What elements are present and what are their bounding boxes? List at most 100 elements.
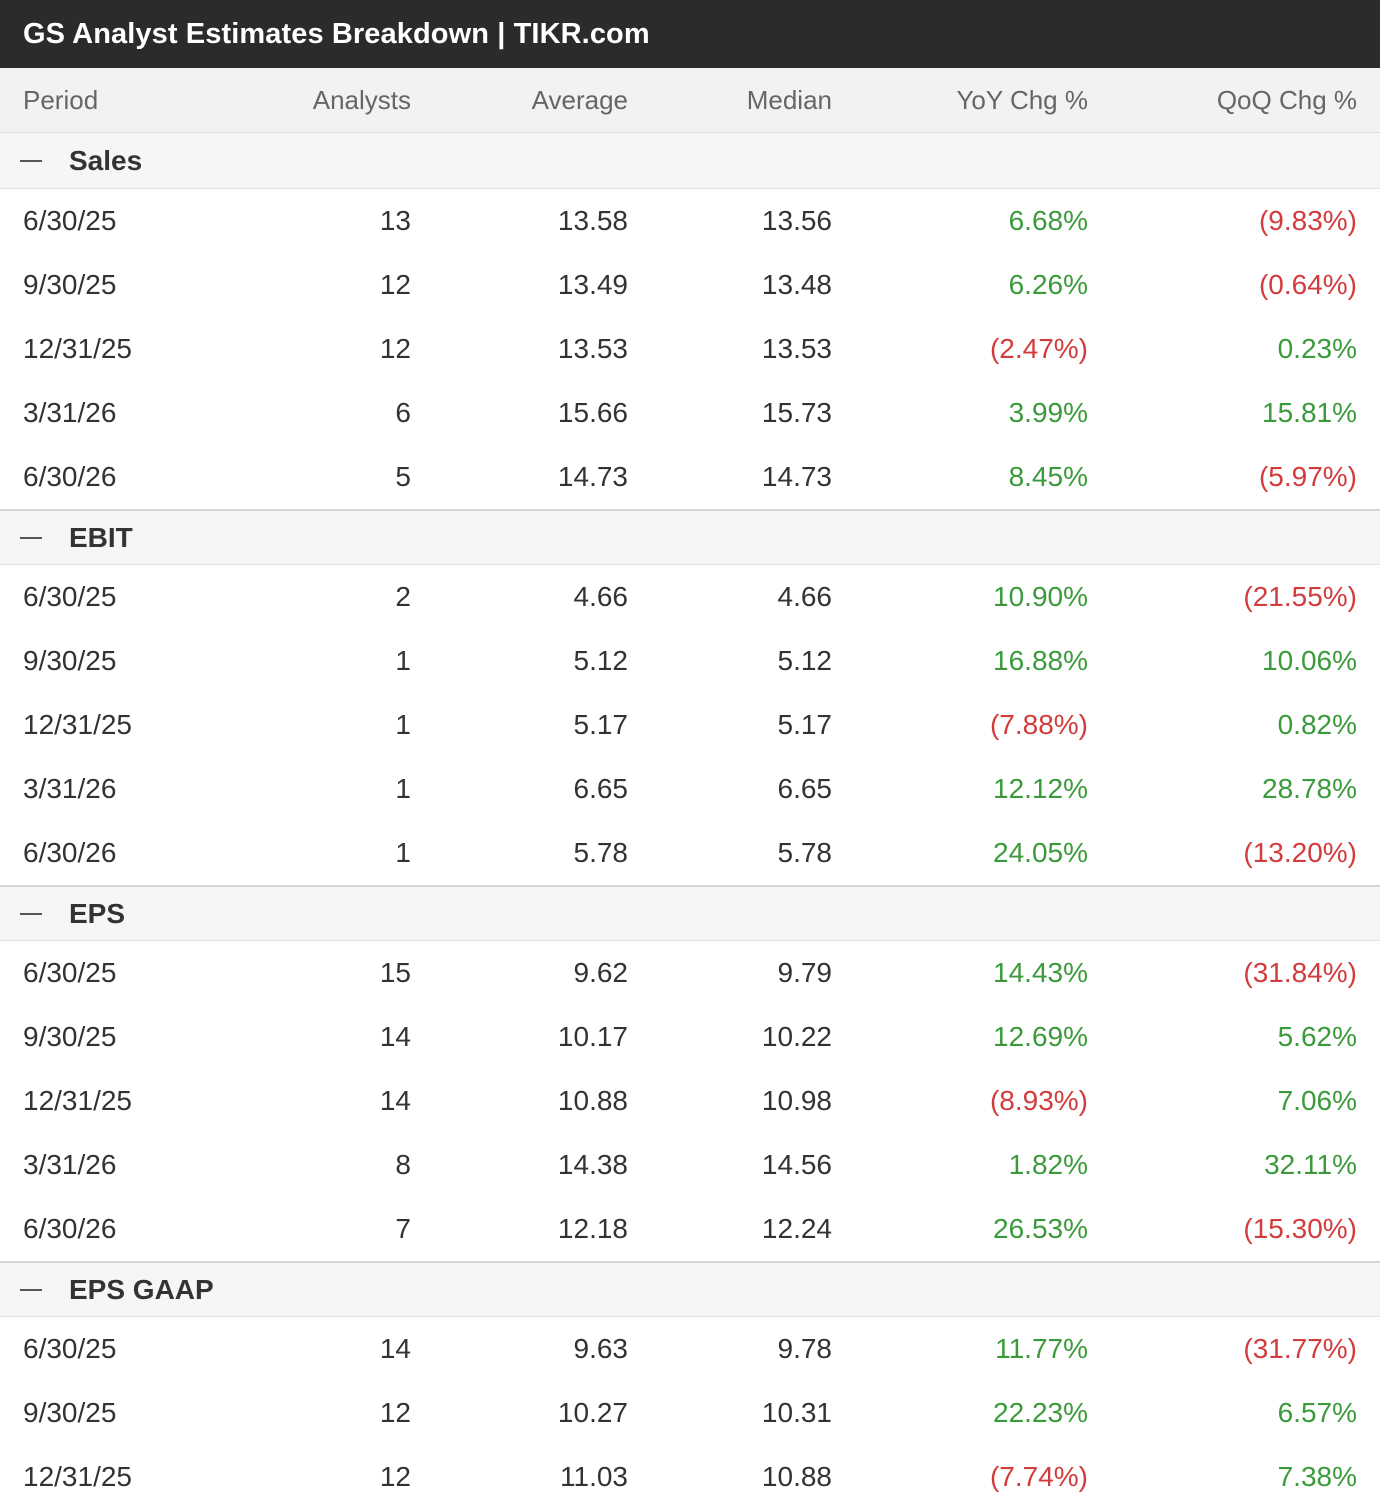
table-row: 6/30/25 14 9.63 9.78 11.77% (31.77%) (0, 1317, 1380, 1381)
cell-period: 6/30/25 (23, 581, 117, 612)
column-header-analysts[interactable]: Analysts (312, 84, 411, 115)
cell-yoy: 6.68% (1008, 205, 1088, 236)
cell-qoq: (9.83%) (1258, 205, 1357, 236)
cell-analysts: 2 (395, 581, 411, 612)
cell-analysts: 8 (395, 1149, 411, 1180)
cell-yoy: 14.43% (993, 957, 1088, 988)
cell-yoy: 11.77% (995, 1333, 1088, 1364)
cell-median: 10.98 (761, 1085, 832, 1116)
column-header-qoq[interactable]: QoQ Chg % (1216, 84, 1357, 115)
cell-qoq: 32.11% (1264, 1149, 1357, 1180)
section-label: EPS GAAP (69, 1273, 214, 1305)
cell-qoq: 0.23% (1277, 333, 1357, 364)
cell-average: 9.62 (573, 957, 629, 988)
collapse-minus-icon[interactable] (20, 912, 42, 915)
column-header-yoy[interactable]: YoY Chg % (956, 84, 1088, 115)
table-row: 6/30/25 15 9.62 9.79 14.43% (31.84%) (0, 941, 1380, 1005)
section-label: Sales (69, 144, 143, 176)
collapse-minus-icon[interactable] (20, 1288, 42, 1291)
cell-analysts: 6 (395, 397, 411, 428)
cell-analysts: 7 (395, 1213, 411, 1244)
cell-yoy: (2.47%) (989, 333, 1088, 364)
cell-yoy: 1.82% (1008, 1149, 1088, 1180)
cell-qoq: (31.77%) (1243, 1333, 1357, 1364)
table-row: 12/31/25 12 13.53 13.53 (2.47%) 0.23% (0, 317, 1380, 381)
cell-average: 11.03 (560, 1461, 628, 1492)
cell-yoy: (7.74%) (989, 1461, 1088, 1492)
cell-period: 9/30/25 (23, 269, 117, 300)
cell-period: 6/30/25 (23, 1333, 117, 1364)
cell-analysts: 12 (379, 333, 411, 364)
section-header[interactable]: Sales (0, 133, 1380, 189)
cell-qoq: 15.81% (1262, 397, 1357, 428)
table-row: 6/30/25 2 4.66 4.66 10.90% (21.55%) (0, 565, 1380, 629)
cell-qoq: 0.82% (1277, 709, 1357, 740)
cell-analysts: 1 (395, 645, 411, 676)
cell-median: 14.73 (761, 461, 832, 492)
section-header[interactable]: EPS (0, 885, 1380, 941)
cell-yoy: 6.26% (1008, 269, 1088, 300)
cell-analysts: 1 (395, 709, 411, 740)
cell-period: 6/30/26 (23, 1213, 117, 1244)
cell-median: 6.65 (777, 773, 833, 804)
cell-analysts: 14 (379, 1085, 411, 1116)
column-header-average[interactable]: Average (531, 84, 628, 115)
cell-period: 6/30/25 (23, 957, 117, 988)
cell-yoy: 24.05% (993, 837, 1088, 868)
cell-median: 5.78 (777, 837, 833, 868)
cell-median: 10.88 (761, 1461, 832, 1492)
table-row: 12/31/25 1 5.17 5.17 (7.88%) 0.82% (0, 693, 1380, 757)
cell-analysts: 14 (379, 1021, 411, 1052)
section-header[interactable]: EPS GAAP (0, 1261, 1380, 1317)
cell-median: 9.78 (777, 1333, 833, 1364)
cell-yoy: 8.45% (1008, 461, 1088, 492)
column-header-period[interactable]: Period (23, 84, 99, 115)
collapse-minus-icon[interactable] (20, 159, 42, 162)
cell-average: 14.38 (557, 1149, 628, 1180)
cell-qoq: 10.06% (1262, 645, 1357, 676)
cell-average: 5.12 (573, 645, 629, 676)
cell-median: 14.56 (761, 1149, 832, 1180)
cell-period: 6/30/26 (23, 461, 117, 492)
page-title: GS Analyst Estimates Breakdown | TIKR.co… (0, 0, 1380, 68)
cell-average: 10.88 (557, 1085, 628, 1116)
cell-average: 14.73 (557, 461, 628, 492)
cell-average: 12.18 (557, 1213, 628, 1244)
cell-average: 9.63 (573, 1333, 629, 1364)
cell-average: 13.58 (557, 205, 628, 236)
column-header-median[interactable]: Median (746, 84, 832, 115)
cell-qoq: (15.30%) (1243, 1213, 1357, 1244)
cell-yoy: 3.99% (1008, 397, 1088, 428)
cell-average: 15.66 (557, 397, 628, 428)
table-row: 6/30/25 13 13.58 13.56 6.68% (9.83%) (0, 189, 1380, 253)
cell-average: 6.65 (573, 773, 629, 804)
cell-analysts: 12 (379, 269, 411, 300)
table-row: 9/30/25 12 10.27 10.31 22.23% 6.57% (0, 1381, 1380, 1445)
cell-qoq: 7.38% (1277, 1461, 1357, 1492)
table-row: 9/30/25 14 10.17 10.22 12.69% 5.62% (0, 1005, 1380, 1069)
cell-period: 12/31/25 (23, 1461, 132, 1492)
cell-average: 10.27 (557, 1397, 628, 1428)
cell-period: 6/30/25 (23, 205, 117, 236)
cell-average: 5.17 (573, 709, 629, 740)
cell-average: 13.49 (557, 269, 628, 300)
cell-analysts: 14 (379, 1333, 411, 1364)
cell-median: 10.31 (761, 1397, 832, 1428)
table-row: 9/30/25 12 13.49 13.48 6.26% (0.64%) (0, 253, 1380, 317)
section-header[interactable]: EBIT (0, 509, 1380, 565)
cell-period: 12/31/25 (23, 709, 132, 740)
cell-qoq: 7.06% (1277, 1085, 1357, 1116)
cell-median: 15.73 (761, 397, 832, 428)
cell-analysts: 15 (379, 957, 411, 988)
table-row: 12/31/25 14 10.88 10.98 (8.93%) 7.06% (0, 1069, 1380, 1133)
table-row: 6/30/26 1 5.78 5.78 24.05% (13.20%) (0, 821, 1380, 885)
table-row: 9/30/25 1 5.12 5.12 16.88% 10.06% (0, 629, 1380, 693)
cell-qoq: (0.64%) (1258, 269, 1357, 300)
collapse-minus-icon[interactable] (20, 536, 42, 539)
cell-period: 12/31/25 (23, 1085, 132, 1116)
section-label: EPS (69, 897, 126, 929)
cell-yoy: 22.23% (993, 1397, 1088, 1428)
cell-analysts: 12 (379, 1461, 411, 1492)
cell-average: 13.53 (557, 333, 628, 364)
cell-analysts: 1 (395, 773, 411, 804)
